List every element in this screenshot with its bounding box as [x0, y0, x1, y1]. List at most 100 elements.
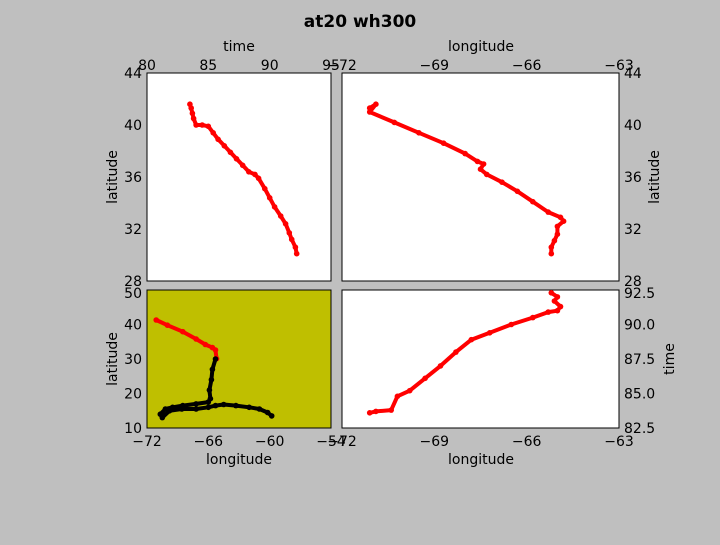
data-point: [190, 115, 197, 122]
x-tick-label: −72: [132, 434, 162, 450]
data-point: [554, 223, 561, 230]
data-point: [557, 303, 564, 310]
y-tick-label: 30: [124, 352, 142, 368]
y-tick-label: 87.5: [624, 352, 655, 368]
data-point: [288, 236, 295, 243]
x-tick-label: −69: [420, 434, 450, 450]
data-point: [416, 130, 422, 136]
data-point: [468, 336, 475, 343]
data-point: [246, 169, 252, 175]
data-point: [394, 393, 401, 400]
data-point: [180, 328, 186, 335]
data-point: [373, 408, 379, 415]
y-axis-label: latitude: [647, 150, 663, 204]
data-point: [551, 298, 558, 304]
data-point: [256, 406, 263, 412]
series-layer: [366, 290, 564, 416]
data-point: [277, 213, 284, 219]
x-tick-label: −66: [512, 58, 542, 74]
data-point: [462, 150, 468, 157]
data-point: [153, 317, 159, 323]
data-point: [166, 408, 173, 414]
y-tick-label: 36: [624, 170, 642, 186]
data-point: [391, 119, 398, 126]
data-point: [215, 136, 221, 143]
data-point: [246, 404, 252, 411]
data-point: [548, 250, 555, 257]
data-point: [233, 402, 239, 409]
data-point: [262, 185, 268, 192]
y-tick-label: 28: [124, 274, 142, 290]
data-point: [286, 230, 293, 236]
data-point: [554, 231, 561, 237]
data-point: [233, 156, 240, 162]
data-point: [514, 188, 521, 195]
data-point: [548, 244, 555, 250]
x-tick-label: 85: [199, 58, 217, 74]
y-axis-label: time: [662, 343, 678, 375]
y-tick-label: 85.0: [624, 387, 655, 403]
data-point: [205, 404, 212, 411]
data-point: [212, 347, 219, 353]
data-point: [179, 406, 185, 412]
data-point: [292, 244, 299, 250]
data-point: [437, 363, 444, 369]
y-tick-label: 10: [124, 421, 142, 437]
data-point: [208, 376, 215, 383]
data-point: [422, 375, 428, 382]
y-tick-label: 40: [124, 318, 142, 334]
x-tick-label: −69: [420, 58, 450, 74]
data-point: [239, 162, 246, 169]
data-point: [227, 149, 234, 156]
panel-longitude-latitude: longitude latitude −72 −69 −66 −63 28 32…: [327, 39, 663, 290]
data-point: [508, 321, 515, 328]
data-point: [483, 171, 490, 178]
figure-title: at20 wh300: [304, 12, 417, 32]
data-point: [366, 109, 373, 115]
data-point: [530, 314, 536, 321]
series-layer: [187, 101, 300, 257]
x-tick-label: −63: [604, 58, 634, 74]
plot-area: [341, 289, 620, 429]
x-tick-label: −66: [194, 434, 224, 450]
y-tick-label: 20: [124, 387, 142, 403]
data-point: [530, 198, 536, 205]
x-tick-label: −72: [327, 434, 357, 450]
y-tick-label: 50: [124, 286, 142, 302]
data-point: [474, 158, 481, 165]
data-point: [268, 413, 275, 419]
data-point: [164, 322, 171, 329]
data-point: [188, 105, 194, 111]
y-tick-label: 44: [124, 66, 142, 82]
data-point: [282, 221, 289, 227]
y-tick-label: 32: [124, 222, 142, 238]
y-tick-label: 82.5: [624, 421, 655, 437]
data-point: [209, 366, 216, 373]
data-point: [210, 130, 216, 136]
data-point: [193, 336, 199, 342]
y-tick-label: 44: [624, 66, 642, 82]
data-point: [199, 122, 205, 128]
y-tick-label: 28: [624, 274, 642, 290]
y-tick-label: 32: [624, 222, 642, 238]
x-tick-label: −66: [512, 434, 542, 450]
x-axis-label: time: [223, 39, 255, 55]
data-point: [159, 414, 166, 421]
x-tick-label: −60: [255, 434, 285, 450]
data-point: [193, 401, 199, 407]
x-axis-label: longitude: [448, 452, 514, 468]
data-point: [266, 195, 273, 201]
data-point: [545, 309, 551, 315]
data-point: [560, 218, 567, 224]
data-point: [554, 307, 561, 314]
data-point: [193, 406, 199, 412]
data-point: [406, 387, 413, 394]
panel-longitude-time: longitude time −72 −69 −66 −63 82.5 85.0…: [327, 286, 678, 468]
x-tick-label: −63: [604, 434, 634, 450]
data-point: [480, 161, 487, 167]
panel-time-latitude: time latitude 80 85 90 95 28 32 36 40 44: [105, 39, 340, 290]
x-tick-label: −72: [327, 58, 357, 74]
x-axis-label: longitude: [448, 39, 514, 55]
data-point: [212, 402, 219, 409]
data-point: [206, 387, 213, 393]
